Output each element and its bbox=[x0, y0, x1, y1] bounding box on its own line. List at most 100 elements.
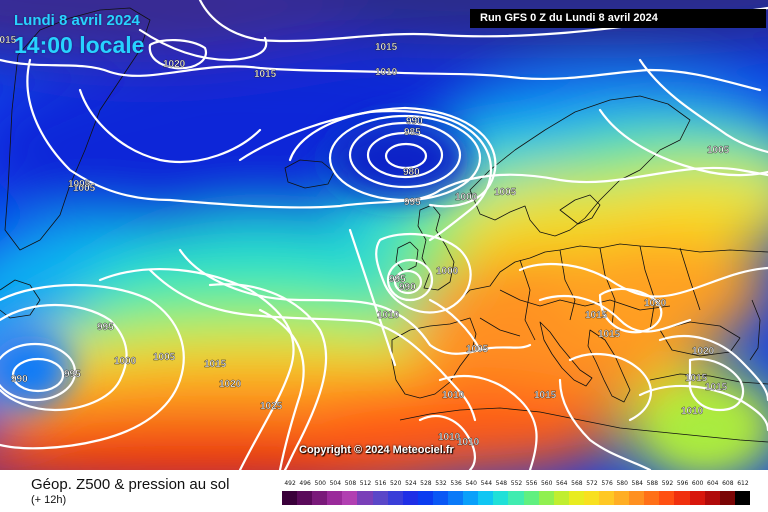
coastlines bbox=[0, 7, 768, 443]
color-scale-swatch bbox=[342, 491, 358, 505]
color-scale-swatch bbox=[553, 491, 569, 505]
isobar-label: 1000 bbox=[114, 356, 137, 367]
map-parameter-title: Géop. Z500 & pression au sol bbox=[31, 476, 230, 493]
isobar-label: 995 bbox=[389, 274, 406, 285]
isobars bbox=[0, 0, 768, 470]
isobar-label: 990 bbox=[399, 282, 416, 293]
color-scale-label: 580 bbox=[616, 480, 628, 487]
isobar-label: 1005 bbox=[707, 145, 730, 156]
color-scale-swatch bbox=[629, 491, 645, 505]
color-scale-swatch bbox=[402, 491, 418, 505]
isobar-label: 990 bbox=[11, 374, 28, 385]
color-scale-label: 516 bbox=[374, 480, 387, 487]
color-scale-label: 584 bbox=[631, 480, 643, 487]
isobar-label: 1015 bbox=[375, 42, 398, 53]
color-scale-swatch bbox=[463, 491, 479, 505]
color-scale-label: 496 bbox=[299, 480, 311, 487]
color-scale-label: 492 bbox=[284, 480, 296, 487]
color-scale-swatch bbox=[523, 491, 539, 505]
color-scale-bar bbox=[282, 491, 750, 505]
color-scale-swatch bbox=[644, 491, 660, 505]
isobar-label: 1010 bbox=[438, 432, 461, 443]
color-scale-label: 608 bbox=[722, 480, 734, 487]
color-scale-swatch bbox=[614, 491, 630, 505]
color-scale-swatch bbox=[493, 491, 509, 505]
isobar-label: 1005 bbox=[494, 187, 517, 198]
color-scale-swatch bbox=[417, 491, 433, 505]
color-scale-swatch bbox=[704, 491, 720, 505]
forecast-date: Lundi 8 avril 2024 bbox=[14, 12, 140, 29]
color-scale-label: 600 bbox=[691, 480, 704, 487]
color-scale-label: 552 bbox=[510, 480, 523, 487]
color-scale-swatch bbox=[583, 491, 599, 505]
color-scale-label: 572 bbox=[586, 480, 598, 487]
isobar-label: 980 bbox=[403, 167, 420, 178]
color-scale-label: 604 bbox=[707, 480, 719, 487]
isobar-label: 1005 bbox=[466, 344, 489, 355]
isobar-label: 1020 bbox=[644, 298, 667, 309]
isobar-label: 1015 bbox=[0, 35, 17, 46]
color-scale-label: 548 bbox=[495, 480, 508, 487]
isobar-label: 1005 bbox=[153, 352, 176, 363]
color-scale-label: 524 bbox=[405, 480, 417, 487]
isobar-label: 985 bbox=[404, 127, 421, 138]
isobar-label: 990 bbox=[406, 116, 423, 127]
color-scale-swatch bbox=[734, 491, 750, 505]
color-scale-swatch bbox=[689, 491, 705, 505]
color-scale-swatch bbox=[327, 491, 343, 505]
color-scale-label: 508 bbox=[344, 480, 357, 487]
map-footer: Géop. Z500 & pression au sol (+ 12h) 492… bbox=[0, 470, 768, 512]
color-scale-label: 520 bbox=[389, 480, 402, 487]
isobar-label: 1015 bbox=[254, 69, 277, 80]
color-scale-swatch bbox=[674, 491, 690, 505]
isobar-label: 1020 bbox=[163, 59, 186, 70]
isobar-label: 995 bbox=[64, 369, 81, 380]
color-scale-swatch bbox=[387, 491, 403, 505]
color-scale-swatch bbox=[508, 491, 524, 505]
color-scale-swatch bbox=[568, 491, 584, 505]
isobar-labels: 1015 1020 1015 1015 1010 1005 1005 990 9… bbox=[0, 35, 730, 448]
isobar-label: 1015 bbox=[585, 310, 608, 321]
color-scale-label: 612 bbox=[737, 480, 749, 487]
geopotential-map-canvas: 1015 1020 1015 1015 1010 1005 1005 990 9… bbox=[0, 0, 768, 470]
isobar-label: 1005 bbox=[68, 179, 91, 190]
color-scale-label: 576 bbox=[601, 480, 613, 487]
color-scale-label: 588 bbox=[646, 480, 659, 487]
color-scale-swatch bbox=[448, 491, 464, 505]
forecast-lead-time: (+ 12h) bbox=[31, 494, 67, 506]
color-scale-swatch bbox=[719, 491, 735, 505]
isobar-label: 995 bbox=[404, 197, 421, 208]
isobar-label: 1010 bbox=[442, 390, 465, 401]
isobar-label: 1000 bbox=[455, 192, 478, 203]
color-scale-label: 504 bbox=[329, 480, 342, 487]
color-scale-swatch bbox=[282, 491, 298, 505]
isobar-label: 1020 bbox=[219, 379, 242, 390]
forecast-local-time: 14:00 locale bbox=[14, 32, 145, 58]
color-scale-label: 564 bbox=[556, 480, 568, 487]
isobar-label: 1000 bbox=[436, 266, 459, 277]
color-scale-label: 568 bbox=[571, 480, 583, 487]
color-scale-label: 528 bbox=[420, 480, 432, 487]
isobar-label: 995 bbox=[97, 322, 114, 333]
isobar-label: 1010 bbox=[375, 67, 398, 78]
color-scale-swatch bbox=[432, 491, 449, 505]
color-scale-swatch bbox=[598, 491, 615, 505]
isobar-label: 1020 bbox=[692, 346, 715, 357]
color-scale-label: 592 bbox=[661, 480, 674, 487]
color-scale-label: 532 bbox=[435, 480, 447, 487]
color-scale-swatch bbox=[659, 491, 675, 505]
isobar-label: 1015 bbox=[705, 382, 728, 393]
color-scale-label: 500 bbox=[314, 480, 326, 487]
isobar-label: 1015 bbox=[204, 359, 227, 370]
color-scale-label: 540 bbox=[465, 480, 477, 487]
color-scale-swatch bbox=[372, 491, 388, 505]
isobar-label: 1005 bbox=[73, 183, 96, 194]
color-scale-swatch bbox=[538, 491, 554, 505]
isobar-label: 1015 bbox=[598, 329, 621, 340]
model-run-info: Run GFS 0 Z du Lundi 8 avril 2024 bbox=[470, 9, 766, 28]
color-scale-swatch bbox=[297, 491, 313, 505]
color-scale-label: 556 bbox=[525, 480, 538, 487]
color-scale-label: 560 bbox=[540, 480, 553, 487]
color-scale-labels: 492 496 500 504 508 512 516 520 524 528 532 536 540 5… bbox=[282, 480, 750, 489]
color-scale-swatch bbox=[357, 491, 373, 505]
